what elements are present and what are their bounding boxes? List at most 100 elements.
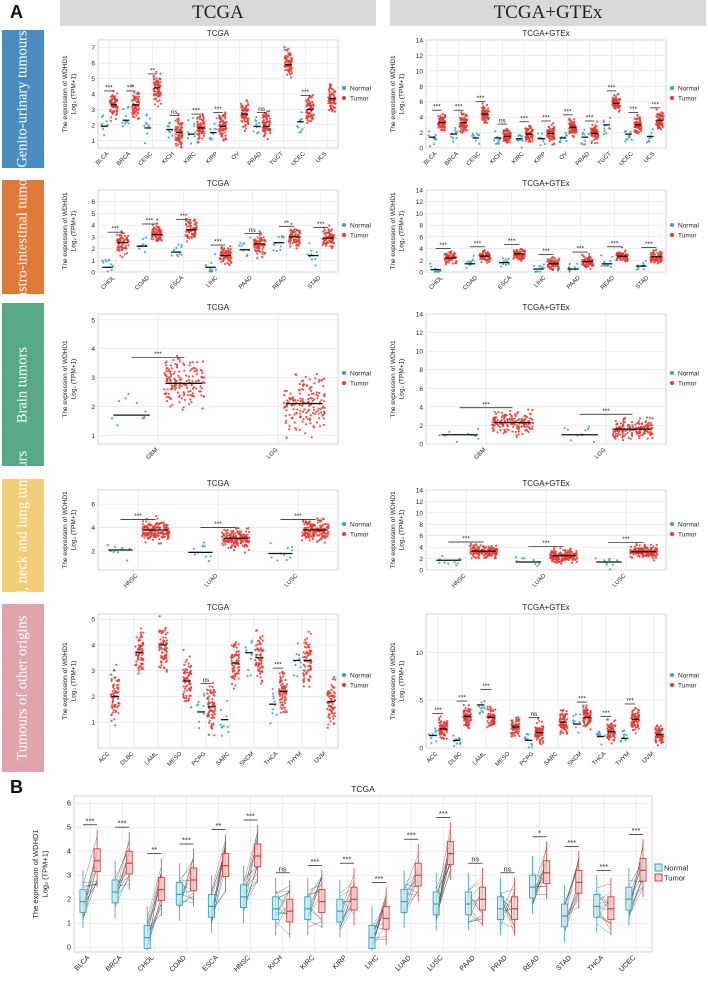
point-tumor-brca: [464, 114, 467, 117]
point-tumor-gbm: [503, 430, 506, 433]
point-tumor-ov: [240, 119, 243, 122]
x-tick-label-stad: STAD: [307, 275, 323, 291]
point-normal-prad: [581, 133, 584, 136]
point-normal-tgct: [608, 127, 611, 130]
point-tumor-lgg: [646, 430, 649, 433]
point-tumor-brca: [462, 129, 465, 132]
point-tumor-lusc: [306, 531, 309, 534]
point-tumor-read: [290, 222, 293, 225]
point-normal-luad: [201, 544, 204, 547]
point-tumor-kirc: [201, 132, 204, 135]
point-normal-tgct: [609, 116, 612, 119]
point-normal-esca: [506, 260, 509, 263]
point-tumor-ucec: [640, 130, 643, 133]
point-tumor-brca: [462, 126, 465, 129]
point-tumor-blca: [437, 124, 440, 127]
point-tumor-ucs: [331, 110, 334, 113]
point-tumor-luad: [552, 557, 555, 560]
point-normal-ucs: [651, 128, 654, 131]
point-tumor-esca: [184, 234, 187, 237]
point-normal-kirc: [186, 137, 189, 140]
point-tumor-read: [298, 229, 301, 232]
point-tumor-hnsc: [474, 543, 477, 546]
point-tumor-lgg: [285, 403, 288, 407]
point-tumor-gbm: [189, 389, 192, 393]
point-tumor-kirc: [526, 137, 529, 140]
point-tumor-tgct: [290, 59, 293, 62]
point-tumor-lgg: [284, 414, 287, 417]
point-normal-kirp: [215, 117, 218, 120]
y-axis-label: The expression of WDHD1 Log₂ (TPM+1): [62, 192, 78, 270]
point-normal-paad: [238, 244, 241, 247]
point-tumor-lusc: [316, 540, 319, 543]
point-tumor-gbm: [527, 430, 530, 433]
point-normal-lusc: [616, 559, 619, 562]
point-tumor-read: [623, 258, 626, 261]
point-tumor-tgct: [289, 53, 292, 56]
point-tumor-lusc: [317, 534, 320, 537]
point-tumor-kirp: [219, 128, 222, 131]
point-tumor-tgct: [613, 105, 616, 108]
point-tumor-blca: [114, 100, 117, 103]
point-tumor-tgct: [286, 68, 289, 71]
point-tumor-gbm: [524, 429, 527, 432]
point-tumor-hnsc: [492, 546, 495, 549]
point-tumor-hnsc: [487, 545, 490, 548]
point-tumor-stad: [659, 258, 662, 261]
point-tumor-lgg: [307, 397, 310, 401]
point-tumor-lusc: [312, 534, 315, 537]
point-tumor-ov: [240, 106, 243, 109]
point-tumor-tgct: [283, 48, 287, 51]
point-tumor-kich: [180, 125, 183, 128]
point-normal-coad: [141, 243, 145, 246]
point-tumor-kich: [177, 143, 180, 146]
point-normal-ucec: [628, 134, 631, 137]
point-tumor-gbm: [183, 392, 186, 395]
point-tumor-kich: [175, 139, 179, 142]
point-tumor-lusc: [323, 541, 326, 544]
point-tumor-luad: [221, 542, 224, 545]
point-tumor-lgg: [637, 420, 640, 423]
y-axis-label: The expression of WDHD1 Log₂ (TPM+1): [390, 340, 406, 418]
point-normal-hnsc: [112, 550, 115, 553]
point-tumor-paad: [258, 241, 261, 244]
point-tumor-cesc: [152, 77, 155, 80]
point-tumor-tgct: [284, 54, 287, 57]
point-tumor-lgg: [296, 399, 299, 402]
point-tumor-gbm: [170, 367, 173, 370]
point-normal-esca: [180, 246, 183, 249]
point-tumor-blca: [443, 125, 446, 128]
point-tumor-blca: [110, 99, 113, 102]
point-tumor-gbm: [187, 390, 190, 393]
point-normal-lihc: [533, 264, 536, 267]
point-tumor-coad: [481, 250, 484, 253]
y-tick-label: 3: [91, 107, 95, 114]
point-tumor-lgg: [629, 437, 632, 440]
point-normal-ov: [559, 139, 562, 142]
point-normal-lihc: [542, 263, 545, 266]
point-tumor-cesc: [484, 119, 487, 122]
point-tumor-ov: [245, 99, 248, 102]
significance-label-ucec: ***: [301, 89, 309, 96]
point-tumor-hnsc: [152, 527, 155, 530]
point-normal-lusc: [288, 556, 292, 559]
point-tumor-esca: [189, 221, 192, 225]
point-tumor-hnsc: [150, 527, 153, 530]
point-tumor-gbm: [496, 431, 499, 434]
point-tumor-cesc: [158, 99, 161, 102]
point-tumor-cesc: [152, 75, 156, 78]
x-tick-label-kirc: KIRC: [183, 151, 198, 166]
point-tumor-lgg: [317, 417, 321, 420]
y-tick-label: 2: [419, 130, 423, 137]
point-tumor-cesc: [155, 77, 158, 80]
point-tumor-tgct: [611, 96, 615, 99]
point-tumor-lusc: [647, 553, 650, 556]
point-tumor-paad: [256, 252, 259, 255]
y-tick-label: 4: [91, 223, 95, 230]
point-tumor-chol: [453, 251, 456, 254]
point-tumor-lusc: [649, 546, 653, 549]
point-normal-luad: [207, 560, 210, 563]
point-tumor-lihc: [223, 256, 226, 259]
point-tumor-blca: [116, 92, 119, 95]
